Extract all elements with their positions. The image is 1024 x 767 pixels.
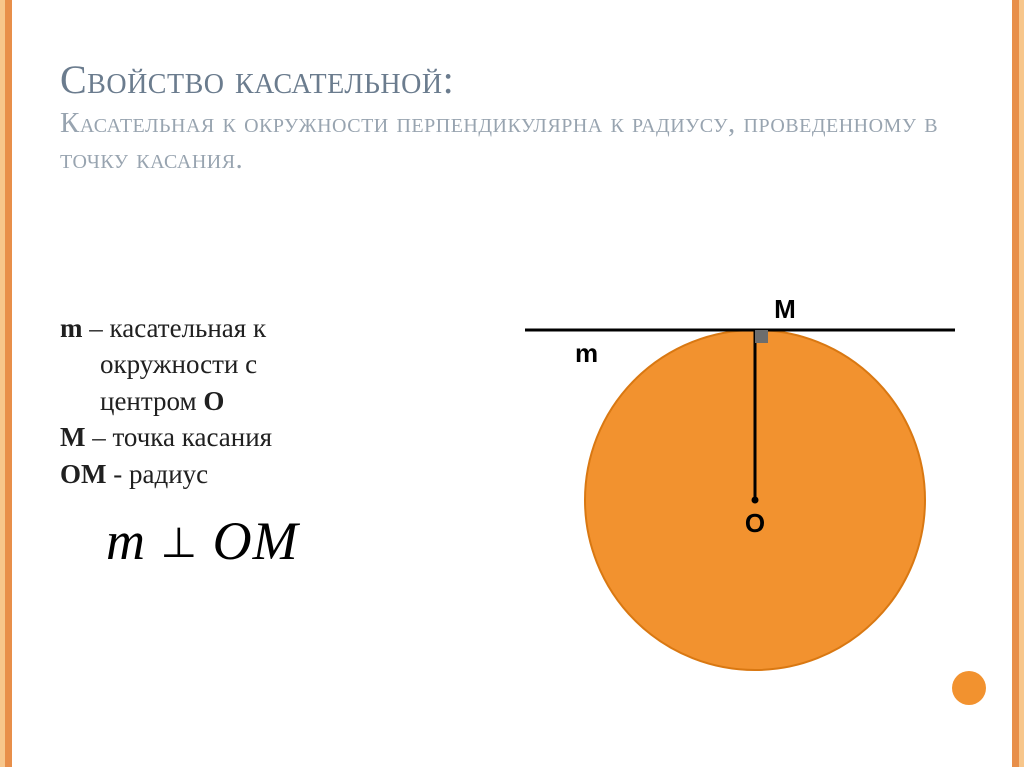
heading-block: Свойство касательной: Касательная к окру…: [60, 55, 974, 178]
left-stripe-inner: [5, 0, 12, 767]
label-M: M: [774, 294, 796, 324]
label-O: O: [745, 508, 765, 538]
formula: m ⊥ OM: [60, 510, 480, 572]
slide-title: Свойство касательной: Касательная к окру…: [60, 55, 974, 178]
right-stripe-outer: [1019, 0, 1024, 767]
label-m: m: [575, 338, 598, 368]
center-dot: [752, 497, 759, 504]
def-O: О: [203, 386, 224, 416]
definitions-block: m – касательная к окружности с центром О…: [60, 310, 480, 572]
def-M-text: – точка касания: [85, 422, 272, 452]
corner-dot: [952, 671, 986, 705]
title-main: Свойство касательной:: [60, 57, 454, 102]
def-m-text: – касательная к: [83, 313, 267, 343]
right-stripe: [1012, 0, 1024, 767]
perp-symbol: ⊥: [161, 521, 199, 567]
def-OM-label: OM: [60, 459, 107, 489]
def-OM-text: - радиус: [107, 459, 209, 489]
right-stripe-inner: [1012, 0, 1019, 767]
def-OM: OM - радиус: [60, 456, 480, 492]
def-m: m – касательная к: [60, 310, 480, 346]
def-m-text2b: центром: [100, 386, 203, 416]
def-m-line3: центром О: [60, 383, 480, 419]
def-M-label: M: [60, 422, 85, 452]
title-sub: Касательная к окружности перпендикулярна…: [60, 107, 938, 175]
formula-rhs: OM: [213, 511, 299, 571]
perp-mark: [755, 330, 768, 343]
def-m-text2a: окружности с: [100, 349, 257, 379]
def-m-line2: окружности с: [60, 346, 480, 382]
tangent-diagram: M m O: [520, 280, 960, 710]
formula-lhs: m: [106, 511, 146, 571]
def-M: M – точка касания: [60, 419, 480, 455]
def-m-label: m: [60, 313, 83, 343]
left-stripe: [0, 0, 12, 767]
